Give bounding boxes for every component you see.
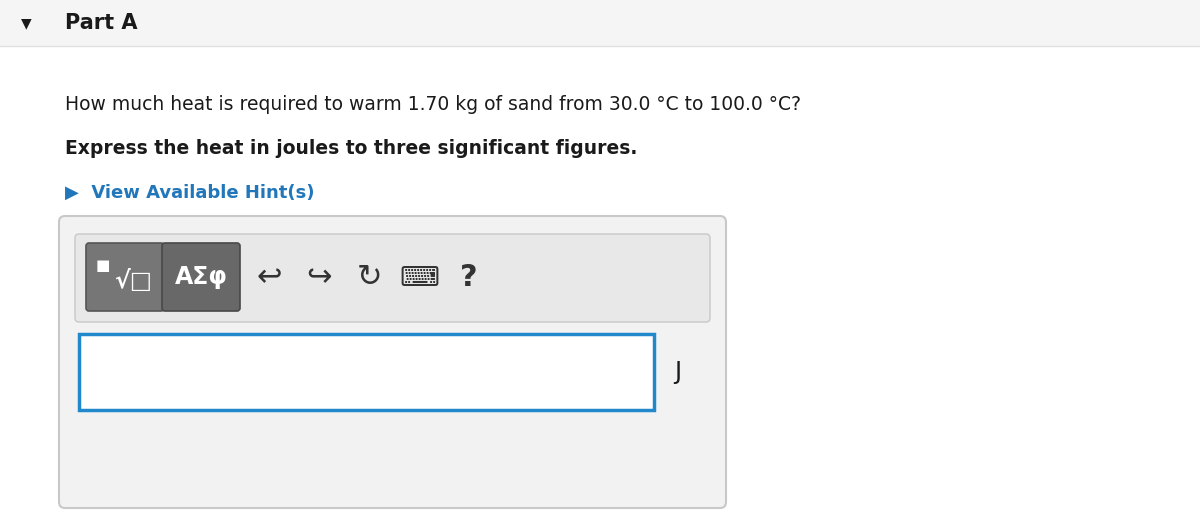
Text: ▶  View Available Hint(s): ▶ View Available Hint(s) [65, 184, 314, 202]
Text: AΣφ: AΣφ [174, 265, 228, 289]
Text: ▼: ▼ [20, 16, 31, 30]
Text: ■: ■ [96, 258, 110, 274]
Text: ↩: ↩ [257, 264, 282, 293]
Text: ↪: ↪ [306, 264, 331, 293]
Text: ?: ? [460, 264, 478, 293]
FancyBboxPatch shape [79, 334, 654, 410]
FancyBboxPatch shape [86, 243, 164, 311]
Text: Express the heat in joules to three significant figures.: Express the heat in joules to three sign… [65, 138, 637, 157]
Text: How much heat is required to warm 1.70 kg of sand from 30.0 °C to 100.0 °C?: How much heat is required to warm 1.70 k… [65, 95, 802, 114]
FancyBboxPatch shape [162, 243, 240, 311]
Text: √□: √□ [114, 269, 152, 293]
Text: ↻: ↻ [356, 264, 382, 293]
FancyBboxPatch shape [59, 216, 726, 508]
Text: ⌨: ⌨ [398, 264, 439, 292]
Text: J: J [674, 360, 682, 384]
Text: Part A: Part A [65, 13, 138, 33]
FancyBboxPatch shape [74, 234, 710, 322]
FancyBboxPatch shape [0, 0, 1200, 46]
